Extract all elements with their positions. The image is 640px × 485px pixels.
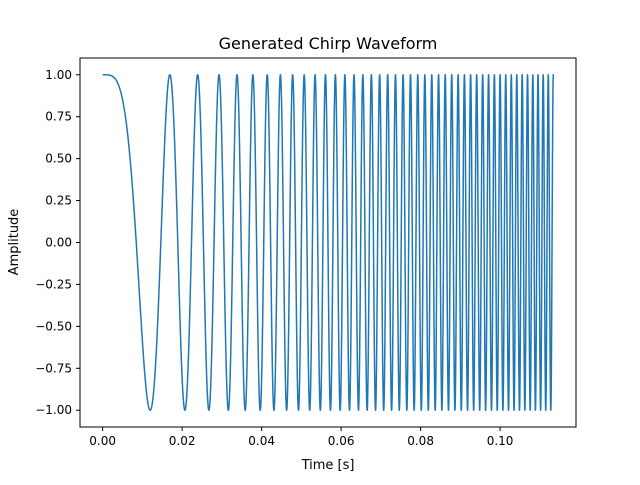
series-line-0 [101, 74, 555, 411]
y-tick-label: 0.00 [45, 236, 72, 250]
y-tick-label: 0.50 [45, 152, 72, 166]
y-tick-label: −1.00 [35, 403, 72, 417]
plot-area [101, 74, 555, 411]
x-axis-label: Time [s] [301, 458, 355, 473]
y-tick-label: 0.75 [45, 110, 72, 124]
chart-title: Generated Chirp Waveform [219, 34, 438, 53]
x-tick-label: 0.02 [169, 434, 196, 448]
y-tick-label: −0.50 [35, 319, 72, 333]
x-tick-label: 0.04 [248, 434, 275, 448]
y-tick-label: −0.75 [35, 361, 72, 375]
y-tick-label: 0.25 [45, 194, 72, 208]
axes-frame [79, 57, 577, 428]
y-tick-label: 1.00 [45, 68, 72, 82]
y-axis-label: Amplitude [7, 209, 22, 276]
y-tick-label: −0.25 [35, 277, 72, 291]
x-tick-label: 0.08 [407, 434, 434, 448]
x-tick-label: 0.06 [328, 434, 355, 448]
x-axis-ticks: 0.00 0.02 0.04 0.06 0.08 0.10 [89, 427, 513, 448]
x-tick-label: 0.10 [487, 434, 514, 448]
y-axis-ticks: −1.00 −0.75 −0.50 −0.25 0.00 0.25 0.50 0.75 1.00 [35, 68, 80, 417]
x-tick-label: 0.00 [89, 434, 116, 448]
